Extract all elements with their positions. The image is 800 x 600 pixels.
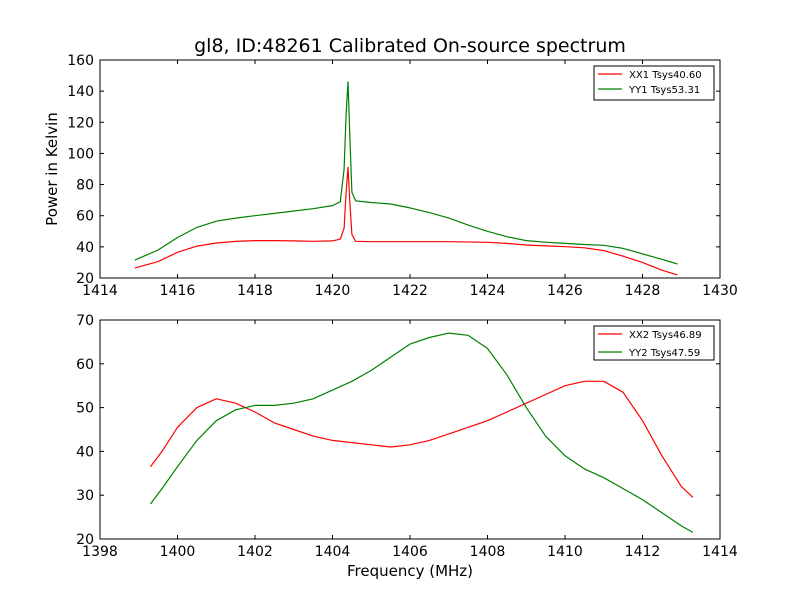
chart-title: gl8, ID:48261 Calibrated On-source spect… xyxy=(194,35,626,57)
x-tick-label: 1404 xyxy=(315,544,351,560)
series-line-yy2 xyxy=(149,332,694,533)
y-tick-label: 40 xyxy=(76,240,94,256)
top-legend-box xyxy=(593,65,715,101)
x-tick-label: 1422 xyxy=(392,283,428,299)
x-tick-label: 1398 xyxy=(82,544,118,560)
bottom-xlabel: Frequency (MHz) xyxy=(347,562,473,580)
top-spectrum-panel: 1414 1416 1418 1420 1422 1424 1426 1428 1430 20 40… xyxy=(43,53,738,299)
x-tick-label: 1428 xyxy=(625,283,661,299)
legend-label-yy2: YY2 Tsys47.59 xyxy=(628,348,700,359)
top-legend: XX1 Tsys40.60 YY1 Tsys53.31 xyxy=(593,65,715,101)
x-tick-label: 1402 xyxy=(237,544,273,560)
y-tick-label: 40 xyxy=(76,444,94,460)
x-tick-label: 1424 xyxy=(470,283,506,299)
y-tick-label: 20 xyxy=(76,532,94,548)
y-tick-label: 20 xyxy=(76,271,94,287)
y-tick-label: 70 xyxy=(76,313,94,329)
y-tick-label: 100 xyxy=(67,146,94,162)
y-tick-label: 60 xyxy=(76,209,94,225)
series-line-xx2 xyxy=(149,380,694,498)
bottom-legend: XX2 Tsys46.89 YY2 Tsys47.59 xyxy=(593,325,715,361)
legend-label-yy1: YY1 Tsys53.31 xyxy=(628,85,700,96)
series-line-yy1 xyxy=(134,81,678,265)
legend-label-xx2: XX2 Tsys46.89 xyxy=(629,330,702,341)
bottom-spectrum-panel: 1398 1400 1402 1404 1406 1408 1410 1412 1414 20 30… xyxy=(76,313,738,580)
y-tick-label: 30 xyxy=(76,488,94,504)
top-axis-ticks: 1414 1416 1418 1420 1422 1424 1426 1428 1430 20 40… xyxy=(67,53,738,299)
x-tick-label: 1406 xyxy=(392,544,428,560)
x-tick-label: 1410 xyxy=(547,544,583,560)
bottom-series-lines xyxy=(149,332,694,533)
series-line-xx1 xyxy=(134,166,678,276)
y-tick-label: 80 xyxy=(76,178,94,194)
legend-label-xx1: XX1 Tsys40.60 xyxy=(629,70,702,81)
x-tick-label: 1400 xyxy=(160,544,196,560)
top-series-lines xyxy=(134,81,678,276)
bottom-legend-box xyxy=(593,325,715,361)
y-tick-label: 160 xyxy=(67,53,94,69)
x-tick-label: 1418 xyxy=(237,283,273,299)
x-tick-label: 1408 xyxy=(470,544,506,560)
y-tick-label: 120 xyxy=(67,115,94,131)
y-tick-label: 50 xyxy=(76,401,94,417)
x-tick-label: 1414 xyxy=(82,283,118,299)
x-tick-label: 1416 xyxy=(160,283,196,299)
x-tick-label: 1420 xyxy=(315,283,351,299)
x-tick-label: 1412 xyxy=(625,544,661,560)
x-tick-label: 1414 xyxy=(702,544,738,560)
x-tick-label: 1430 xyxy=(702,283,738,299)
y-tick-label: 140 xyxy=(67,84,94,100)
bottom-axis-ticks: 1398 1400 1402 1404 1406 1408 1410 1412 1414 20 30… xyxy=(76,313,738,560)
y-tick-label: 60 xyxy=(76,357,94,373)
x-tick-label: 1426 xyxy=(547,283,583,299)
top-ylabel: Power in Kelvin xyxy=(43,112,61,226)
